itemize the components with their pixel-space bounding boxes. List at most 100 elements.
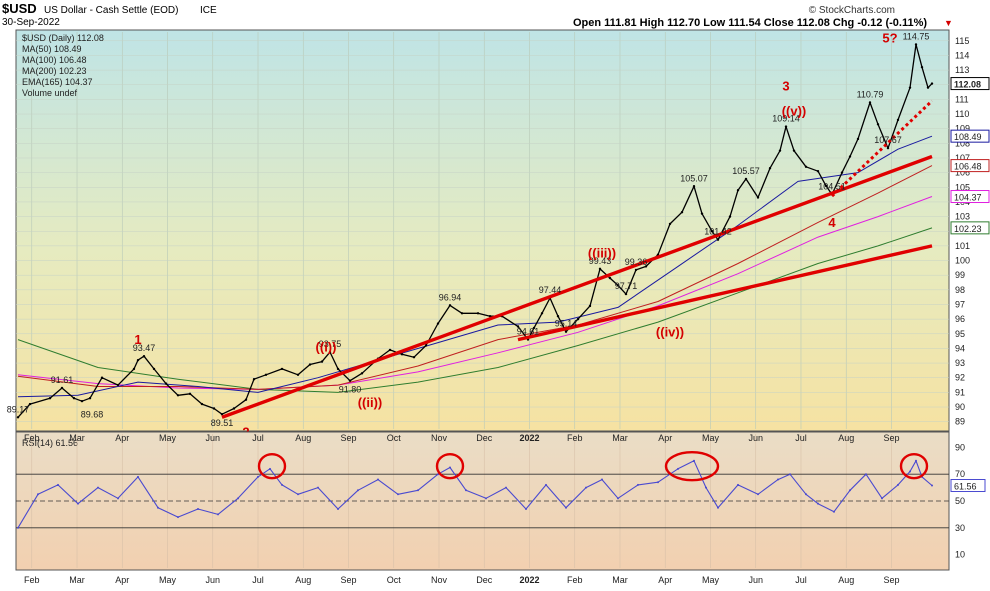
rsi-y-tick-label: 70 bbox=[955, 469, 965, 479]
rsi-point bbox=[465, 489, 467, 492]
x-tick-label-bottom: Oct bbox=[387, 575, 402, 585]
rsi-point bbox=[157, 506, 159, 509]
x-tick-label: Jul bbox=[252, 433, 264, 443]
price-point bbox=[280, 367, 284, 371]
y-tick-label: 114 bbox=[955, 50, 969, 60]
y-tick-label: 113 bbox=[955, 65, 969, 75]
price-point bbox=[72, 397, 76, 400]
price-point bbox=[616, 284, 620, 287]
rsi-point bbox=[257, 475, 259, 478]
price-point bbox=[756, 196, 760, 199]
x-tick-label-bottom: Aug bbox=[295, 575, 311, 585]
price-point bbox=[80, 399, 84, 403]
wave-label: ((v)) bbox=[782, 104, 807, 119]
y-tick-label: 97 bbox=[955, 299, 965, 309]
rsi-point bbox=[449, 466, 451, 469]
y-tick-label: 105 bbox=[955, 182, 970, 192]
y-tick-label: 111 bbox=[955, 94, 969, 104]
rsi-point bbox=[281, 483, 283, 486]
price-point bbox=[634, 268, 638, 272]
price-point bbox=[448, 304, 452, 307]
rsi-line bbox=[17, 460, 933, 529]
rsi-point bbox=[37, 493, 39, 496]
price-point bbox=[710, 230, 714, 233]
rsi-point bbox=[617, 497, 619, 500]
dotted-trendline bbox=[830, 99, 934, 198]
rsi-point bbox=[545, 483, 547, 486]
price-label: 101.42 bbox=[704, 227, 732, 237]
x-tick-label-bottom: Mar bbox=[612, 575, 628, 585]
rsi-point bbox=[737, 483, 739, 486]
axis-badge bbox=[950, 221, 990, 235]
price-label: 93.75 bbox=[319, 339, 342, 349]
rsi-point bbox=[881, 497, 883, 500]
price-point bbox=[598, 267, 602, 271]
rsi-point bbox=[657, 481, 659, 484]
price-label: 89.17 bbox=[7, 404, 30, 414]
price-point bbox=[132, 367, 136, 371]
chart-exchange: ICE bbox=[200, 5, 217, 16]
rsi-point bbox=[637, 483, 639, 486]
axis-badge-label: 106.48 bbox=[954, 162, 982, 172]
x-tick-label: Aug bbox=[838, 433, 854, 443]
rsi-point bbox=[601, 478, 603, 481]
price-label: 89.68 bbox=[81, 410, 104, 420]
y-tick-label: 96 bbox=[955, 314, 965, 324]
price-point bbox=[16, 416, 20, 419]
price-point bbox=[164, 382, 168, 385]
price-point bbox=[360, 372, 364, 375]
x-tick-label-bottom: Mar bbox=[69, 575, 85, 585]
rsi-point bbox=[817, 502, 819, 505]
price-label: 96.94 bbox=[439, 292, 462, 302]
x-tick-label-bottom: Apr bbox=[658, 575, 672, 585]
price-point bbox=[60, 386, 64, 390]
rsi-point bbox=[117, 497, 119, 500]
price-point bbox=[608, 276, 612, 280]
rsi-point bbox=[485, 497, 487, 500]
price-point bbox=[914, 43, 918, 46]
rsi-point bbox=[525, 508, 527, 511]
y-tick-label: 101 bbox=[955, 241, 970, 251]
price-line bbox=[17, 43, 933, 418]
price-point bbox=[320, 360, 324, 363]
price-label: 110.79 bbox=[857, 89, 884, 99]
ma100-line bbox=[17, 165, 933, 390]
price-label: 95.14 bbox=[555, 319, 578, 329]
price-point bbox=[768, 167, 772, 170]
price-point bbox=[728, 215, 732, 218]
x-tick-label: Dec bbox=[476, 433, 493, 443]
price-label: 107.67 bbox=[874, 135, 902, 145]
rsi-point bbox=[849, 489, 851, 492]
price-label: 114.75 bbox=[903, 31, 930, 41]
price-point bbox=[244, 398, 248, 401]
rsi-point bbox=[417, 489, 419, 492]
rsi-point bbox=[565, 506, 567, 509]
rsi-y-tick-label: 50 bbox=[955, 496, 965, 506]
price-label: 93.47 bbox=[133, 343, 156, 353]
price-point bbox=[516, 325, 520, 328]
price-point bbox=[556, 314, 560, 318]
price-label: 105.57 bbox=[732, 166, 760, 176]
price-point bbox=[336, 367, 340, 371]
chart-date: 30-Sep-2022 bbox=[2, 17, 60, 28]
price-point bbox=[136, 358, 140, 362]
x-tick-label: Jun bbox=[206, 433, 221, 443]
ema165-line bbox=[17, 196, 933, 390]
price-point bbox=[460, 312, 464, 315]
x-tick-label: Mar bbox=[612, 433, 628, 443]
rsi-point bbox=[317, 486, 319, 489]
price-point bbox=[692, 185, 696, 188]
price-label: 109.14 bbox=[772, 114, 800, 124]
x-tick-label-bottom: Dec bbox=[476, 575, 493, 585]
rsi-point bbox=[237, 497, 239, 500]
ma200-line bbox=[17, 227, 933, 393]
chart-symbol: $USD bbox=[2, 1, 37, 16]
x-tick-label-bottom: Nov bbox=[431, 575, 448, 585]
price-point bbox=[388, 348, 392, 352]
price-point bbox=[886, 146, 890, 150]
x-tick-label: Sep bbox=[340, 433, 356, 443]
y-tick-label: 90 bbox=[955, 402, 965, 412]
rsi-highlight-circle bbox=[664, 450, 720, 482]
price-point bbox=[700, 212, 704, 215]
x-tick-label: Feb bbox=[24, 433, 40, 443]
